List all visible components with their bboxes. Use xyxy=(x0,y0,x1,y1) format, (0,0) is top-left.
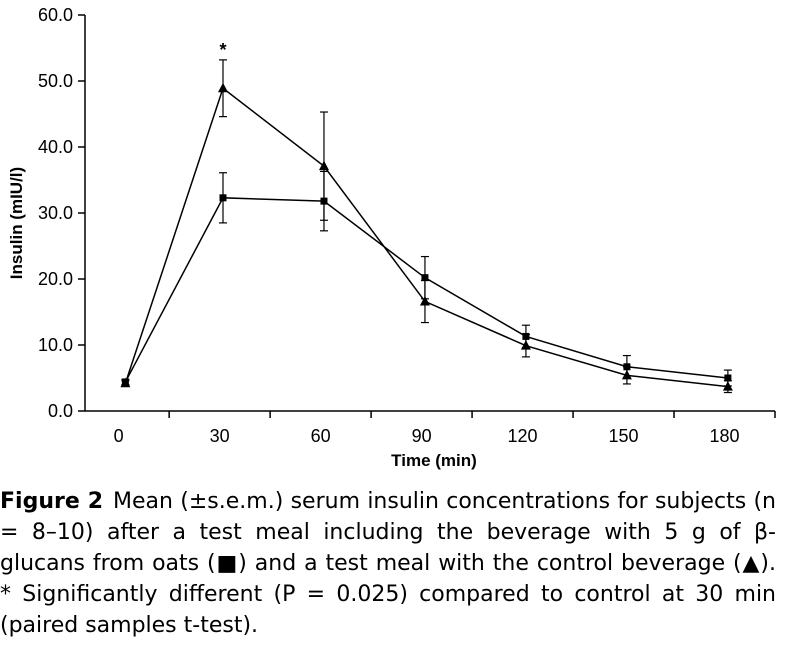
series-square xyxy=(121,170,732,387)
y-axis-ticks: 0.0 10.0 20.0 30.0 40.0 50.0 60.0 xyxy=(38,5,85,421)
data-point-triangle xyxy=(520,340,531,350)
figure-caption-text: Mean (±s.e.m.) serum insulin concentrati… xyxy=(0,489,776,638)
x-tick-label: 90 xyxy=(412,426,432,446)
x-tick-label: 60 xyxy=(311,426,331,446)
y-tick-label: 50.0 xyxy=(38,71,73,91)
x-axis-ticks: 0 30 60 90 120 150 180 xyxy=(114,411,776,446)
data-point-triangle xyxy=(218,82,228,93)
y-axis-title: Insulin (mIU/l) xyxy=(7,167,26,279)
figure-label: Figure 2 xyxy=(0,489,104,514)
significance-marker: * xyxy=(219,40,226,60)
y-tick-label: 10.0 xyxy=(38,335,73,355)
data-point-triangle xyxy=(621,369,632,380)
data-point-triangle xyxy=(419,295,430,306)
x-tick-label: 150 xyxy=(609,426,639,446)
series-layer xyxy=(120,59,733,394)
data-point-triangle xyxy=(120,377,131,388)
x-tick-label: 30 xyxy=(210,426,230,446)
y-tick-label: 30.0 xyxy=(38,203,73,223)
x-tick-label: 180 xyxy=(709,426,739,446)
series-line-square xyxy=(124,197,728,383)
x-axis-title: Time (min) xyxy=(391,451,477,470)
y-tick-label: 20.0 xyxy=(38,269,73,289)
y-tick-label: 40.0 xyxy=(38,137,73,157)
data-point-square xyxy=(421,274,429,282)
series-line-triangle xyxy=(124,87,728,388)
x-tick-label: 0 xyxy=(114,426,124,446)
data-point-square xyxy=(724,374,732,382)
y-tick-label: 0.0 xyxy=(48,401,73,421)
annotation-layer: * xyxy=(219,40,226,60)
series-triangle xyxy=(120,59,733,394)
y-tick-label: 60.0 xyxy=(38,5,73,25)
insulin-line-chart: 0.0 10.0 20.0 30.0 40.0 50.0 60.0 0 30 60 90 120 15… xyxy=(7,5,776,470)
data-point-square xyxy=(219,194,227,202)
data-point-triangle xyxy=(722,381,733,391)
data-point-triangle xyxy=(318,160,329,171)
figure-caption: Figure 2 Mean (±s.e.m.) serum insulin con… xyxy=(0,486,776,641)
x-tick-label: 120 xyxy=(508,426,538,446)
